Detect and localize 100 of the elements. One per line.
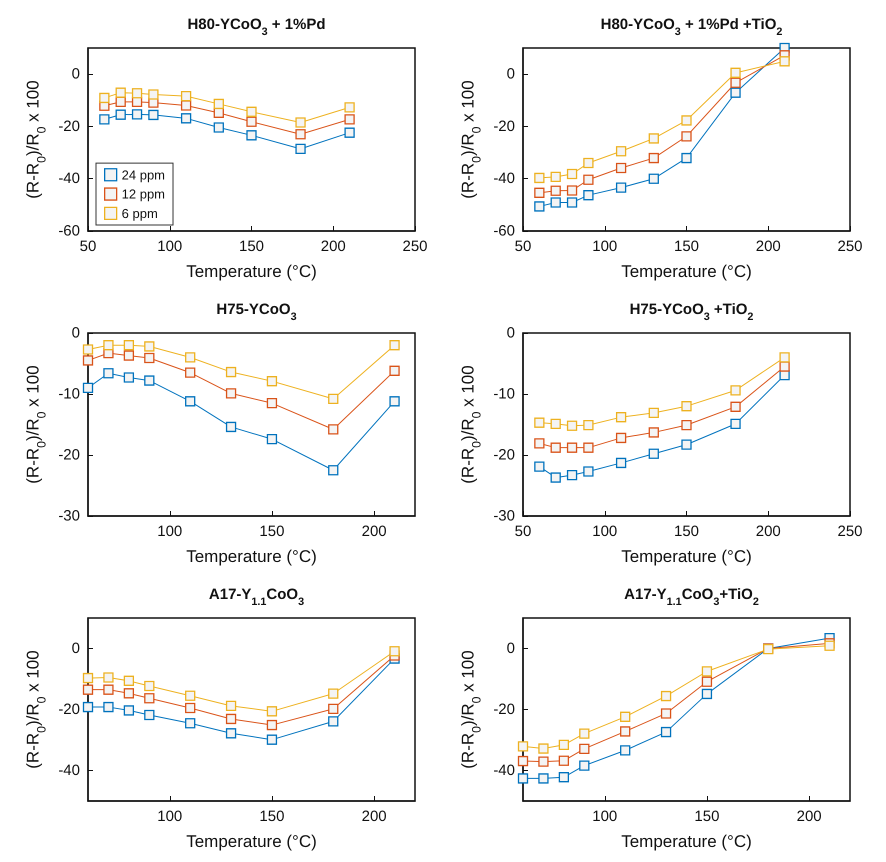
point (124, 350, 134, 361)
point (730, 418, 741, 430)
x-axis-title: Temperature (°C) (186, 262, 317, 281)
point (583, 466, 594, 477)
point (616, 458, 626, 468)
point (558, 740, 570, 750)
point (185, 368, 196, 378)
legend-label: 24 ppm (122, 167, 166, 182)
point (648, 174, 659, 184)
y-axis-title: (R-R0)/R0 x 100 (23, 80, 48, 199)
y-axis-title: (R-R0)/R0 x 100 (23, 650, 48, 769)
y-tick-label: -20 (493, 118, 515, 135)
point (620, 745, 630, 756)
point (681, 401, 692, 412)
point (266, 434, 278, 444)
point (550, 442, 561, 453)
x-tick-label: 200 (756, 238, 781, 255)
point (226, 714, 236, 724)
point (266, 706, 278, 716)
legend-label: 6 ppm (122, 206, 158, 221)
point (82, 672, 94, 684)
point (82, 702, 94, 712)
x-axis-title: Temperature (°C) (621, 262, 752, 281)
point (702, 676, 712, 687)
point (389, 396, 400, 406)
point (82, 355, 94, 366)
y-tick-label: -10 (58, 386, 80, 402)
x-axis-title: Temperature (°C) (186, 547, 317, 566)
point (144, 680, 154, 692)
y-tick-label: -20 (58, 446, 80, 464)
point (534, 461, 544, 472)
x-tick-label: 100 (592, 808, 618, 825)
point (730, 78, 741, 88)
point (566, 470, 578, 480)
point (144, 375, 154, 386)
y-tick-label: 0 (72, 324, 80, 342)
point (328, 704, 338, 714)
point (566, 185, 578, 196)
point (538, 756, 549, 767)
point (103, 672, 114, 683)
x-tick-label: 200 (756, 523, 781, 540)
point (344, 102, 355, 112)
point (534, 438, 544, 449)
point (538, 773, 549, 784)
point (389, 340, 400, 350)
x-tick-label: 250 (837, 523, 863, 540)
x-tick-label: 50 (80, 238, 96, 255)
point (534, 188, 544, 198)
y-tick-label: -30 (58, 508, 80, 524)
x-tick-label: 200 (362, 523, 387, 540)
x-tick-label: 150 (674, 523, 700, 540)
point (180, 113, 192, 124)
point (214, 98, 224, 110)
point (116, 88, 126, 98)
y-tick-label: -30 (493, 508, 515, 524)
point (148, 110, 159, 120)
x-tick-label: 150 (238, 238, 264, 255)
point (266, 720, 278, 730)
y-tick-label: -40 (58, 170, 80, 188)
x-axis-title: Temperature (°C) (186, 832, 317, 851)
point (550, 472, 561, 483)
point (534, 172, 544, 184)
x-tick-label: 150 (259, 808, 284, 825)
x-tick-label: 250 (402, 238, 428, 255)
point (144, 693, 154, 704)
y-tick-label: -20 (493, 701, 515, 718)
point (550, 418, 561, 430)
point (558, 772, 570, 782)
point (116, 96, 126, 108)
y-tick-label: 0 (506, 640, 515, 657)
y-axis-title: (R-R0)/R0 x 100 (458, 80, 484, 199)
point (389, 366, 400, 376)
point (730, 385, 741, 396)
point (648, 448, 659, 459)
point (144, 710, 154, 720)
y-tick-label: -10 (493, 386, 515, 402)
point (246, 106, 257, 117)
point (328, 716, 338, 727)
point (566, 168, 578, 180)
point (82, 684, 94, 695)
point (583, 420, 594, 430)
point (124, 340, 134, 350)
point (116, 110, 126, 120)
point (103, 340, 114, 350)
point (180, 100, 192, 111)
x-tick-label: 200 (320, 238, 346, 255)
point (295, 144, 306, 154)
point (185, 690, 196, 701)
point (266, 376, 278, 386)
point (534, 418, 544, 428)
y-tick-label: -40 (493, 762, 515, 779)
point (144, 341, 154, 352)
point (534, 201, 544, 212)
y-tick-label: -40 (58, 762, 80, 779)
y-tick-label: -60 (493, 222, 515, 240)
point (226, 366, 236, 378)
legend-label: 12 ppm (122, 186, 166, 202)
point (518, 773, 528, 784)
point (103, 684, 114, 695)
x-tick-label: 100 (157, 523, 182, 540)
